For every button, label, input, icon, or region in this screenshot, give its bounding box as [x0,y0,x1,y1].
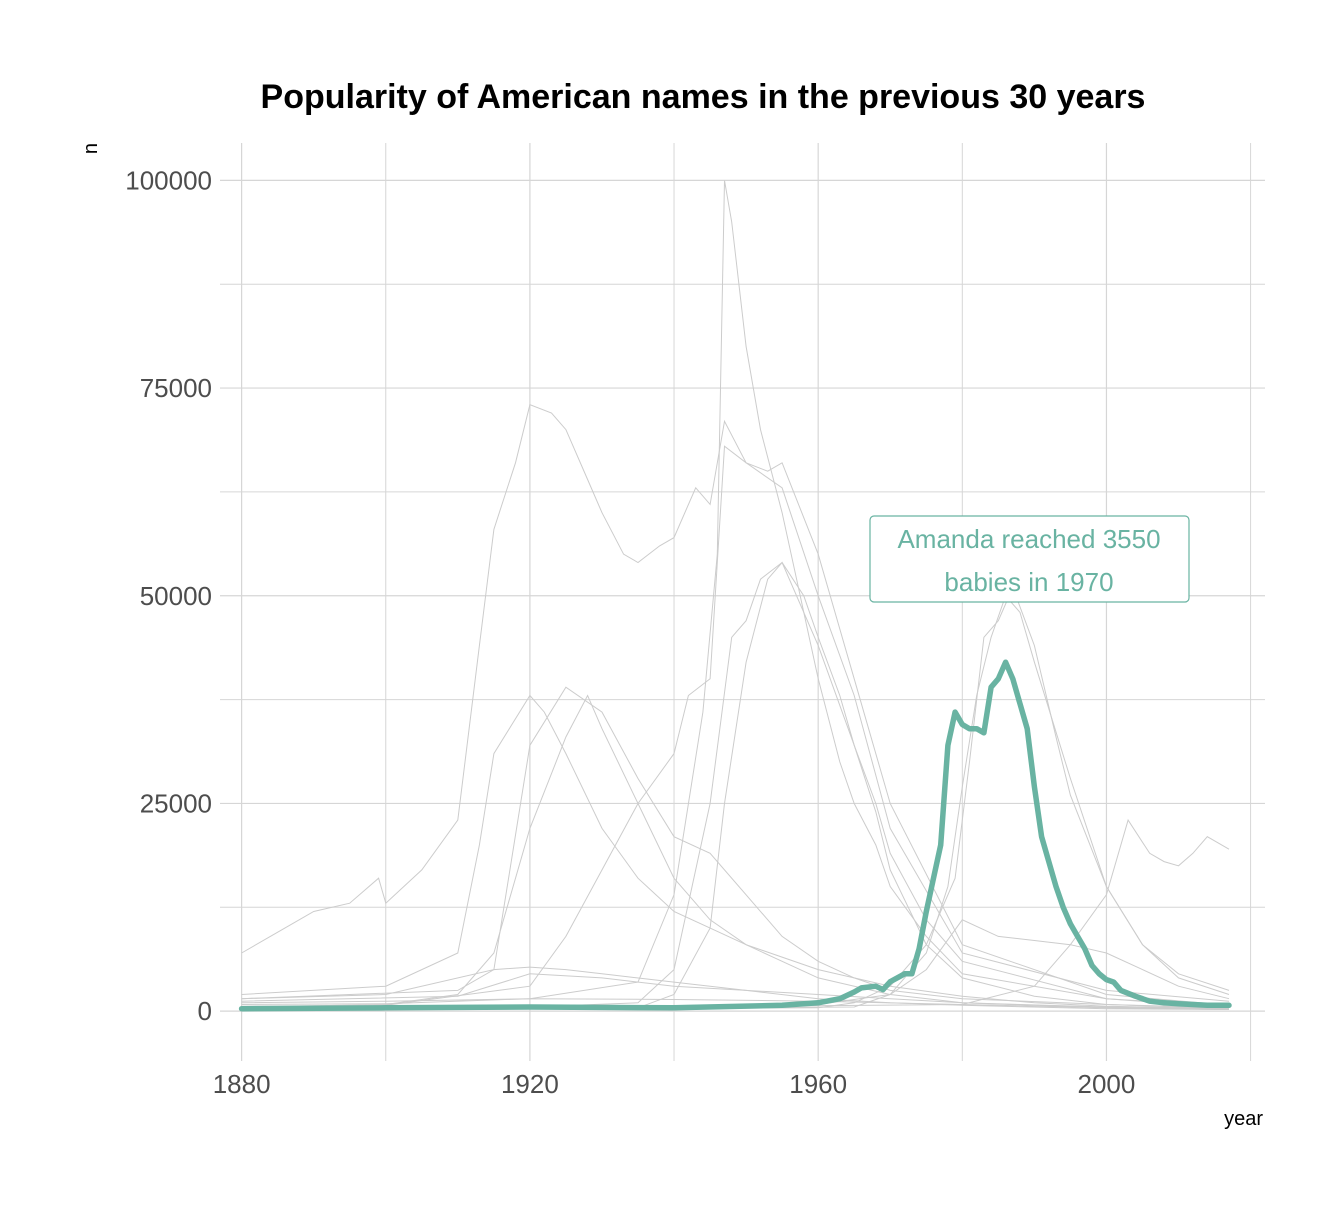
highlight-series [238,659,1232,1012]
series-line-1 [241,404,1230,1002]
y-tick-label: 75000 [140,373,212,403]
annotation-box [869,515,1190,603]
annotation-text-line1: Amanda reached 3550 [897,524,1160,554]
series-line-15 [241,998,1230,1010]
x-tick-label: 1960 [789,1069,847,1099]
chart-title: Popularity of American names in the prev… [261,78,1146,116]
series-line-3 [241,694,1230,1010]
y-tick-label: 0 [198,996,212,1026]
y-axis-label: n [80,143,102,154]
y-tick-label: 25000 [140,788,212,818]
annotation-text-line2: babies in 1970 [944,567,1113,597]
x-axis-label: year [1224,1108,1263,1130]
annotation: Amanda reached 3550 babies in 1970 [869,515,1190,603]
series-line-11 [241,919,1230,1010]
series-line-6 [241,445,1230,1007]
x-tick-label: 2000 [1078,1069,1136,1099]
series-line-2 [241,180,1230,1007]
y-axis-ticks: 0 25000 50000 75000 100000 [125,165,212,1026]
x-tick-label: 1920 [501,1069,559,1099]
series-line-13 [241,966,1230,1010]
series-line-14 [241,973,1230,1010]
y-tick-label: 100000 [125,165,212,195]
x-tick-label: 1880 [213,1069,271,1099]
series-line-8 [241,561,1230,1010]
series-line-5 [241,694,1230,1010]
x-axis-ticks: 1880 1920 1960 2000 [213,1069,1136,1099]
series-line-7 [241,561,1230,1010]
series-line-4 [241,686,1230,1009]
series-line-12 [241,818,1230,1011]
highlight-series-line [238,659,1232,1012]
y-tick-label: 50000 [140,581,212,611]
